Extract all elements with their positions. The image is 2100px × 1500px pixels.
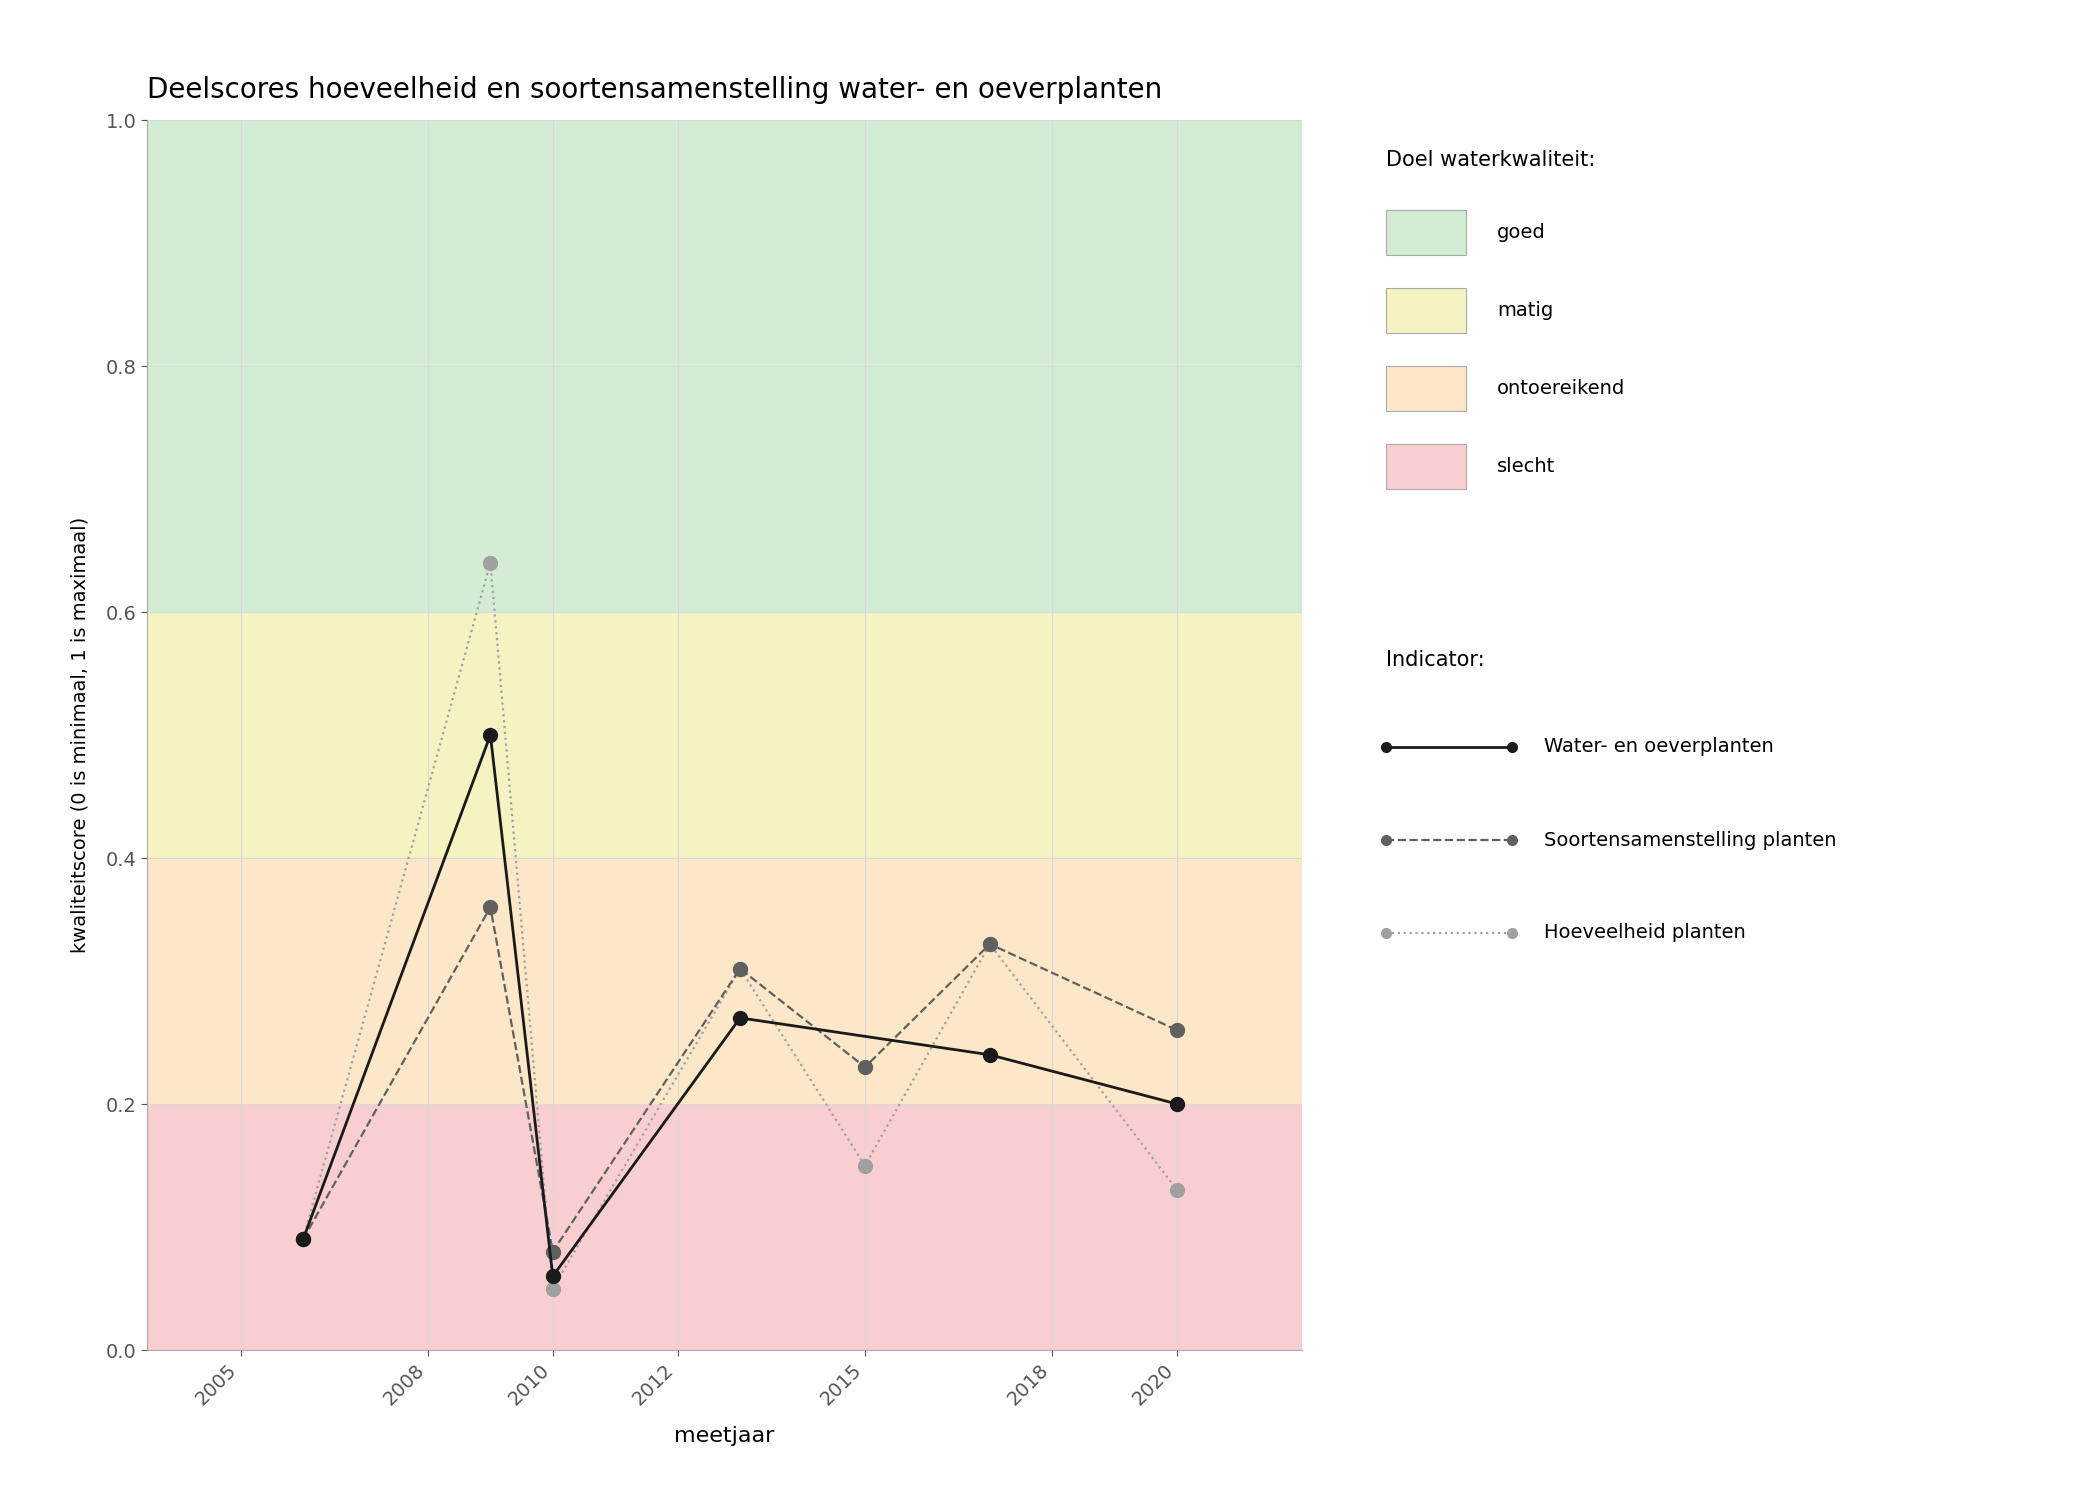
Bar xyxy=(147,120,1302,612)
Text: matig: matig xyxy=(1497,302,1554,320)
Text: Soortensamenstelling planten: Soortensamenstelling planten xyxy=(1544,831,1835,849)
Text: Indicator:: Indicator: xyxy=(1386,650,1485,669)
Bar xyxy=(147,858,1302,1104)
Text: slecht: slecht xyxy=(1497,458,1556,476)
Text: ontoereikend: ontoereikend xyxy=(1497,380,1625,398)
Text: Deelscores hoeveelheid en soortensamenstelling water- en oeverplanten: Deelscores hoeveelheid en soortensamenst… xyxy=(147,76,1161,104)
Text: goed: goed xyxy=(1497,224,1546,242)
Text: Doel waterkwaliteit:: Doel waterkwaliteit: xyxy=(1386,150,1596,170)
Text: Water- en oeverplanten: Water- en oeverplanten xyxy=(1544,738,1772,756)
Y-axis label: kwaliteitscore (0 is minimaal, 1 is maximaal): kwaliteitscore (0 is minimaal, 1 is maxi… xyxy=(69,518,88,952)
X-axis label: meetjaar: meetjaar xyxy=(674,1425,775,1446)
Bar xyxy=(147,1104,1302,1350)
Text: Hoeveelheid planten: Hoeveelheid planten xyxy=(1544,924,1745,942)
Bar xyxy=(147,612,1302,858)
